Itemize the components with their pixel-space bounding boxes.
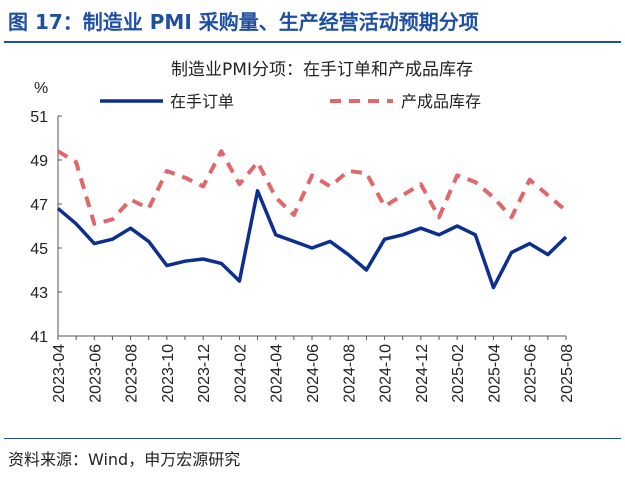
x-tick-label: 2025-06 bbox=[523, 344, 540, 403]
x-tick-label: 2025-02 bbox=[450, 344, 467, 403]
x-tick-label: 2023-08 bbox=[124, 344, 141, 403]
x-tick-label: 2023-12 bbox=[196, 344, 213, 403]
x-tick-label: 2024-06 bbox=[305, 344, 322, 403]
legend-label: 产成品库存 bbox=[401, 92, 481, 111]
y-tick-label: 51 bbox=[30, 109, 48, 126]
source-divider bbox=[4, 438, 621, 439]
x-tick-label: 2024-10 bbox=[378, 344, 395, 403]
title-divider bbox=[4, 41, 621, 43]
y-tick-label: 47 bbox=[30, 197, 48, 214]
x-tick-label: 2023-06 bbox=[87, 344, 104, 403]
legend: 在手订单 产成品库存 bbox=[100, 92, 481, 111]
x-tick-label: 2024-02 bbox=[232, 344, 249, 403]
y-tick-label: 45 bbox=[30, 241, 48, 258]
y-axis-unit: % bbox=[34, 80, 48, 97]
x-tick-label: 2023-10 bbox=[160, 344, 177, 403]
x-tick-label: 2025-04 bbox=[486, 344, 503, 403]
y-tick-label: 43 bbox=[30, 285, 48, 302]
x-tick-label: 2024-04 bbox=[269, 344, 286, 403]
x-tick-label: 2024-08 bbox=[341, 344, 358, 403]
figure-title: 图 17：制造业 PMI 采购量、生产经营活动预期分项 bbox=[8, 10, 479, 34]
x-tick-label: 2023-04 bbox=[51, 344, 68, 403]
line-chart: 制造业PMI分项：在手订单和产成品库存 % 在手订单 产成品库存 41 43 45 47… bbox=[30, 60, 576, 403]
series-layer bbox=[56, 149, 568, 290]
y-tick-label: 49 bbox=[30, 153, 48, 170]
source-note: 资料来源：Wind，申万宏源研究 bbox=[8, 450, 241, 469]
y-tick-label: 41 bbox=[30, 329, 48, 346]
legend-label: 在手订单 bbox=[170, 92, 234, 111]
series-line-finished-goods-inventory bbox=[56, 149, 568, 226]
x-tick-label: 2025-08 bbox=[559, 344, 576, 403]
chart-title: 制造业PMI分项：在手订单和产成品库存 bbox=[171, 60, 473, 80]
axes: 41 43 45 47 49 51 2023-04 2023-06 2023-08 2023-10… bbox=[30, 109, 576, 403]
series-line-orders-on-hand bbox=[56, 189, 568, 290]
x-tick-label: 2024-12 bbox=[414, 344, 431, 403]
